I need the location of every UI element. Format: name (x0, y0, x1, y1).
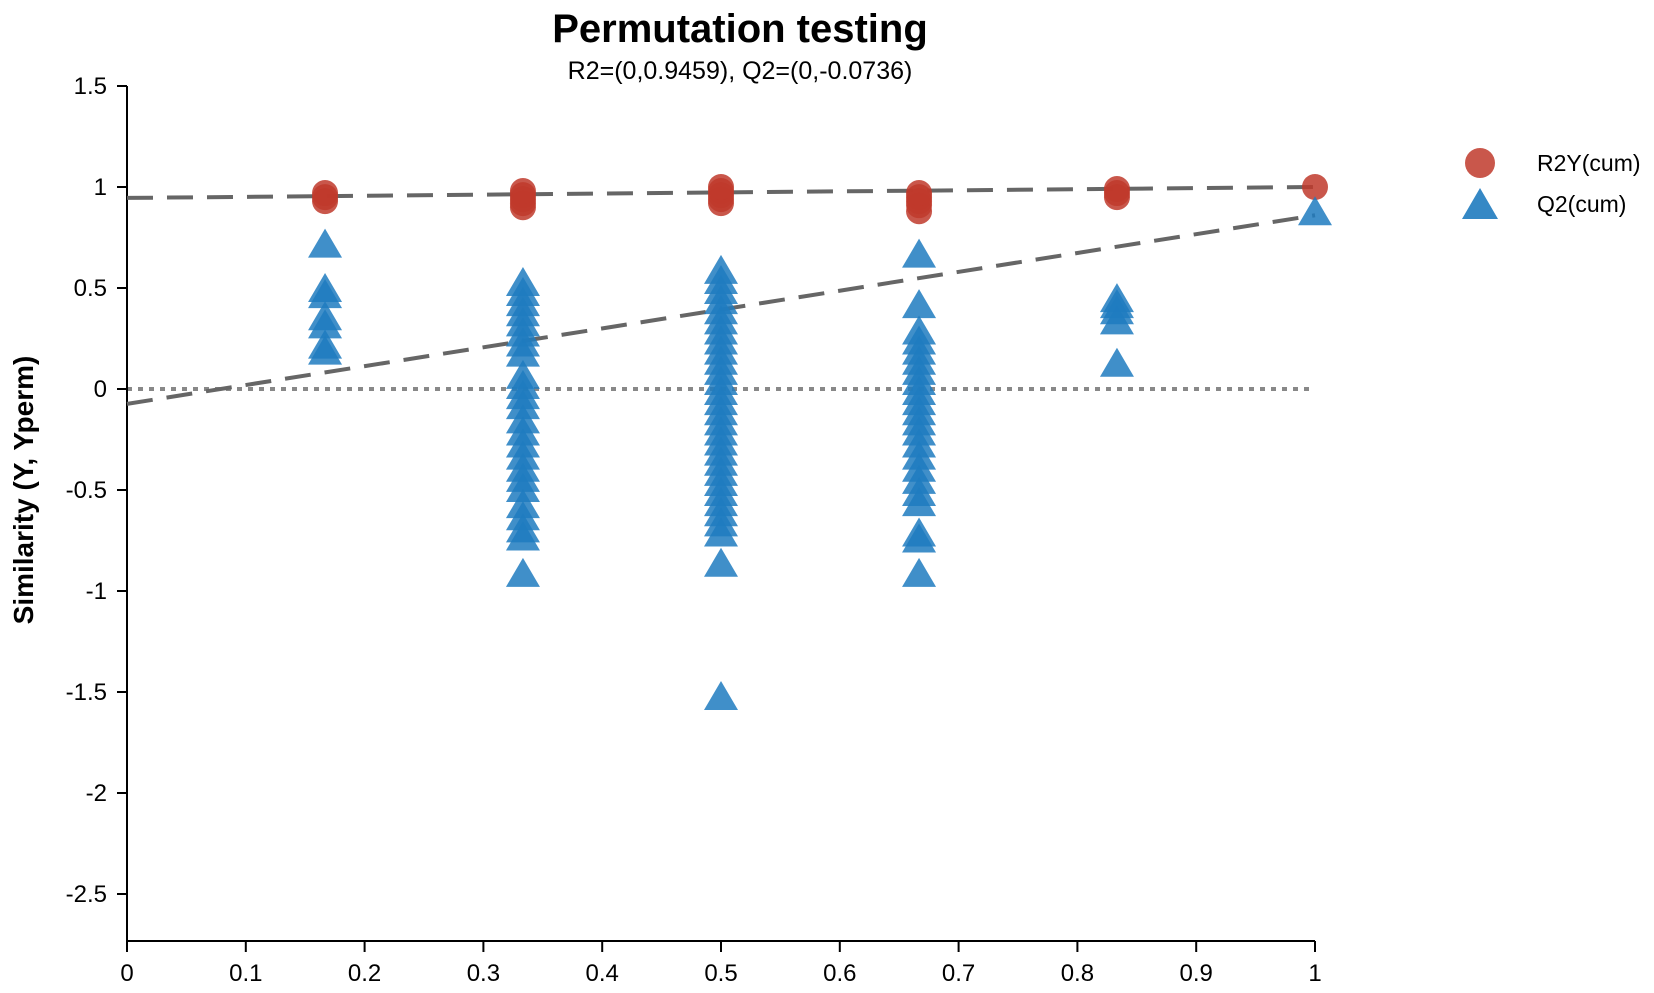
q2-point (902, 557, 937, 587)
q2-point (902, 289, 937, 319)
q2-point (308, 335, 343, 365)
x-tick-label: 0.3 (467, 960, 500, 987)
legend-q2-marker (1462, 188, 1498, 219)
q2-point (704, 517, 738, 547)
r2-point (906, 180, 933, 207)
r2-point (1302, 174, 1328, 200)
x-tick-label: 0.5 (704, 960, 737, 987)
r2-point (509, 178, 536, 205)
q2-point (505, 521, 540, 551)
chart-title: Permutation testing (552, 7, 928, 51)
q2-point (505, 557, 540, 587)
r2-point (1103, 176, 1130, 203)
q2-point (1099, 305, 1134, 335)
x-tick-label: 0.4 (586, 960, 619, 987)
q2-point (902, 238, 937, 268)
y-tick-label: 1.5 (74, 73, 107, 100)
y-tick-label: -1 (86, 578, 107, 605)
q2-point (505, 337, 540, 367)
x-tick-label: 0.7 (942, 960, 975, 987)
chart-subtitle: R2=(0,0.9459), Q2=(0,-0.0736) (568, 57, 913, 85)
x-tick-label: 0.8 (1061, 960, 1094, 987)
q2-point (1298, 196, 1332, 226)
q2-point (902, 523, 937, 553)
q2-series (308, 196, 1332, 711)
y-tick-label: 0.5 (74, 275, 107, 302)
r2-series (312, 174, 1328, 225)
q2-point (505, 473, 540, 502)
q2-point (308, 309, 343, 339)
r2-point (708, 174, 734, 200)
y-tick-label: 0 (94, 376, 107, 403)
y-tick-label: -2 (86, 780, 107, 807)
y-tick-label: -2.5 (66, 881, 107, 908)
legend: R2Y(cum) Q2(cum) (1462, 148, 1641, 219)
y-axis-title: Similarity (Y, Yperm) (8, 356, 39, 625)
q2-point (308, 279, 343, 309)
y-tick-label: 1 (94, 174, 107, 201)
y-tick-label: -1.5 (66, 679, 107, 706)
q2-point (308, 228, 343, 258)
q2-point (704, 681, 738, 711)
x-tick-label: 0.1 (229, 960, 262, 987)
x-tick-label: 0.9 (1180, 960, 1213, 987)
q2-point (902, 487, 937, 517)
x-tick-label: 1 (1308, 960, 1321, 987)
q2-point (704, 547, 738, 577)
r2-point (312, 180, 339, 207)
axes: 1.5 1 0.5 0 -0.5 -1 -1.5 -2 -2.5 0 0.1 0.2 0.3 0.4 0.5… (66, 73, 1322, 987)
y-tick-label: -0.5 (66, 477, 107, 504)
x-tick-label: 0.6 (823, 960, 856, 987)
legend-q2-label: Q2(cum) (1537, 191, 1626, 217)
x-tick-label: 0.2 (348, 960, 381, 987)
legend-r2-label: R2Y(cum) (1537, 150, 1641, 176)
q2-point (1099, 347, 1134, 377)
legend-r2-marker (1465, 148, 1495, 178)
x-tick-label: 0 (120, 960, 133, 987)
